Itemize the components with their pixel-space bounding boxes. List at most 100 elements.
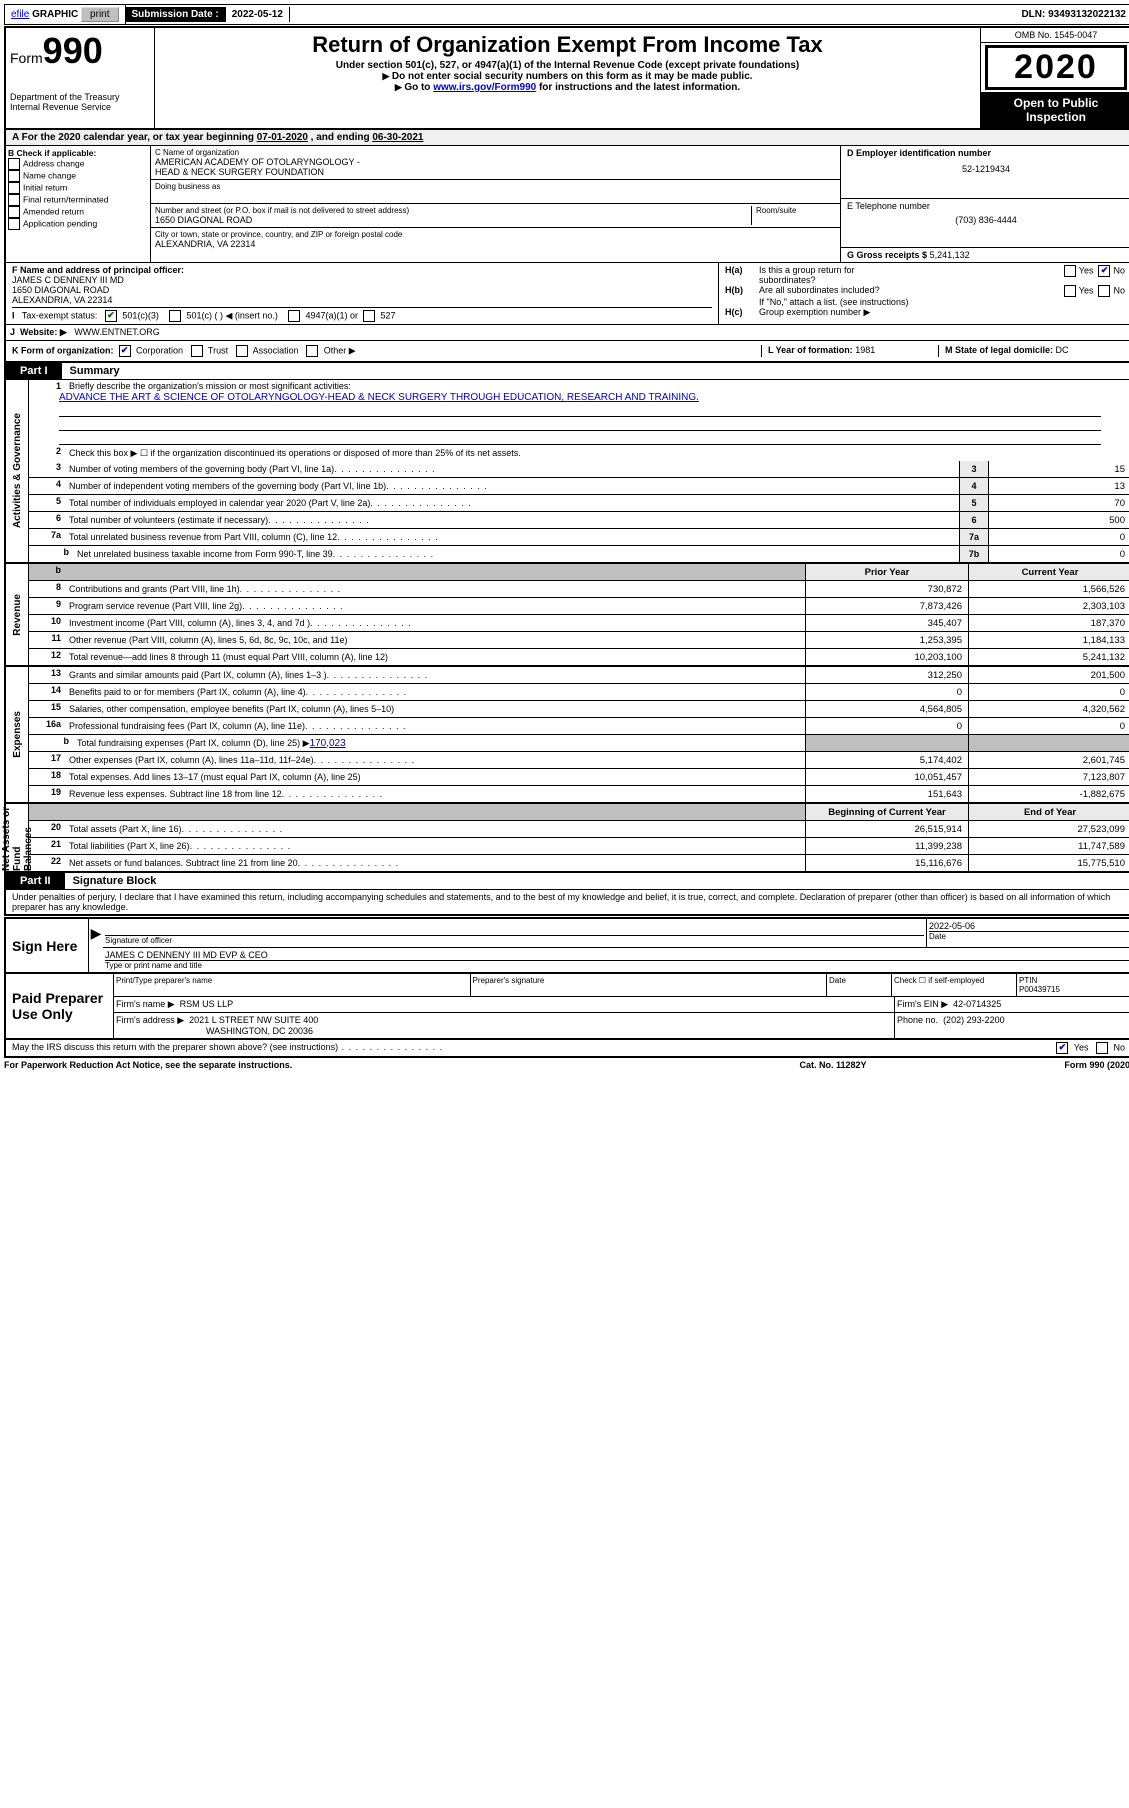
ln19-text: Revenue less expenses. Subtract line 18 … [65,786,805,802]
cb-501c[interactable] [169,310,181,322]
vert-net-text: Net Assets or Fund Balances [1,804,34,871]
goto-pre: Go to [404,82,433,93]
ln19-c: -1,882,675 [968,786,1129,802]
ln8-text: Contributions and grants (Part VIII, lin… [65,581,805,597]
cb-address-change[interactable] [8,158,20,170]
ln15-p: 4,564,805 [805,701,968,717]
ln8-p: 730,872 [805,581,968,597]
part1-tab: Part I [6,363,62,379]
ln12-text: Total revenue—add lines 8 through 11 (mu… [65,649,805,665]
sig-date-val: 2022-05-06 [929,921,1129,931]
ln14-num: 14 [29,684,65,700]
period-label-a: A For the 2020 calendar year, or tax yea… [12,132,257,143]
ln4-box: 4 [959,478,988,494]
cb-ha-yes[interactable] [1064,265,1076,277]
ln15-num: 15 [29,701,65,717]
cb-trust[interactable] [191,345,203,357]
part2-header: Part II Signature Block [4,873,1129,890]
col-h-group: H(a) Is this a group return for subordin… [719,263,1129,324]
m-val: DC [1056,345,1069,355]
cb-527[interactable] [363,310,375,322]
ln21-c: 11,747,589 [968,838,1129,854]
cb-initial-return[interactable] [8,182,20,194]
ln9-num: 9 [29,598,65,614]
officer-addr1: 1650 DIAGONAL ROAD [12,285,712,295]
period-label-mid: , and ending [311,132,373,143]
b-label: B Check if applicable: [8,148,148,158]
top-bar: efile GRAPHIC print Submission Date : 20… [4,4,1129,25]
cb-hb-yes[interactable] [1064,285,1076,297]
cb-discuss-no[interactable] [1096,1042,1108,1054]
cb-corp[interactable]: ✔ [119,345,131,357]
ln11-c: 1,184,133 [968,632,1129,648]
irs-link[interactable]: www.irs.gov/Form990 [433,82,536,93]
cb-4947[interactable] [288,310,300,322]
efile-link[interactable]: efile [11,9,29,20]
officer-addr2: ALEXANDRIA, VA 22314 [12,295,712,305]
website-row: J Website: ▶ WWW.ENTNET.ORG [4,325,1129,341]
cb-final-return[interactable] [8,194,20,206]
form-header: Form990 Department of the Treasury Inter… [4,26,1129,130]
ln3-num: 3 [29,461,65,477]
ln14-c: 0 [968,684,1129,700]
ssn-note: Do not enter social security numbers on … [161,71,974,82]
firm-name-label: Firm's name ▶ [116,999,175,1009]
k-opt2: Association [253,345,299,355]
i-label: I [12,310,15,320]
ln3-text: Number of voting members of the governin… [65,461,959,477]
vert-exp: Expenses [6,667,29,802]
firm-ein-label: Firm's EIN ▶ [897,999,948,1009]
ln4-num: 4 [29,478,65,494]
ln20-c: 27,523,099 [968,821,1129,837]
footer-left: For Paperwork Reduction Act Notice, see … [4,1060,733,1070]
ln5-text: Total number of individuals employed in … [65,495,959,511]
submission-date-value: 2022-05-12 [226,7,290,22]
discuss-no: No [1113,1042,1125,1052]
ln20-num: 20 [29,821,65,837]
ln13-num: 13 [29,667,65,683]
ln10-p: 345,407 [805,615,968,631]
ln21-text: Total liabilities (Part X, line 26) [65,838,805,854]
i-opt1: 501(c)(3) [122,310,159,320]
ln14-text: Benefits paid to or for members (Part IX… [65,684,805,700]
cb-discuss-yes[interactable]: ✔ [1056,1042,1068,1054]
prep-date-label: Date [827,974,892,996]
ha-label: H(a) [725,265,743,275]
ln9-text: Program service revenue (Part VIII, line… [65,598,805,614]
officer-typed-name: JAMES C DENNENY III MD EVP & CEO [105,950,1129,960]
col-de: D Employer identification number 52-1219… [841,146,1129,262]
cb-ha-no[interactable]: ✔ [1098,265,1110,277]
cb-app-pending[interactable] [8,218,20,230]
ln13-text: Grants and similar amounts paid (Part IX… [65,667,805,683]
ln6-text: Total number of volunteers (estimate if … [65,512,959,528]
col-b-checkboxes: B Check if applicable: Address change Na… [6,146,151,262]
print-button[interactable]: print [81,7,118,22]
hb-no: No [1113,285,1125,295]
ha-yes: Yes [1079,265,1094,275]
paid-preparer-label: Paid Preparer Use Only [6,974,114,1038]
vert-rev-text: Revenue [12,594,23,636]
i-opt4: 527 [381,310,396,320]
ln7a-num: 7a [29,529,65,545]
j-label: J [10,327,15,337]
col-end-head: End of Year [968,804,1129,820]
cb-amended[interactable] [8,206,20,218]
ha-text2: subordinates? [759,275,816,285]
cb-other[interactable] [306,345,318,357]
ln22-num: 22 [29,855,65,871]
firm-ein: 42-0714325 [953,999,1001,1009]
efile-cell: efile GRAPHIC print [5,5,126,24]
cb-name-change[interactable] [8,170,20,182]
g-value: 5,241,132 [930,250,970,260]
cb-hb-no[interactable] [1098,285,1110,297]
submission-date-label: Submission Date : [126,7,226,22]
footer: For Paperwork Reduction Act Notice, see … [4,1058,1129,1072]
k-opt3: Other ▶ [324,345,356,355]
cb-501c3[interactable]: ✔ [105,310,117,322]
c-name-label: C Name of organization [155,148,836,157]
ln22-text: Net assets or fund balances. Subtract li… [65,855,805,871]
col-begin-head: Beginning of Current Year [805,804,968,820]
paid-preparer-block: Paid Preparer Use Only Print/Type prepar… [4,972,1129,1040]
cb-assoc[interactable] [236,345,248,357]
ln5-box: 5 [959,495,988,511]
